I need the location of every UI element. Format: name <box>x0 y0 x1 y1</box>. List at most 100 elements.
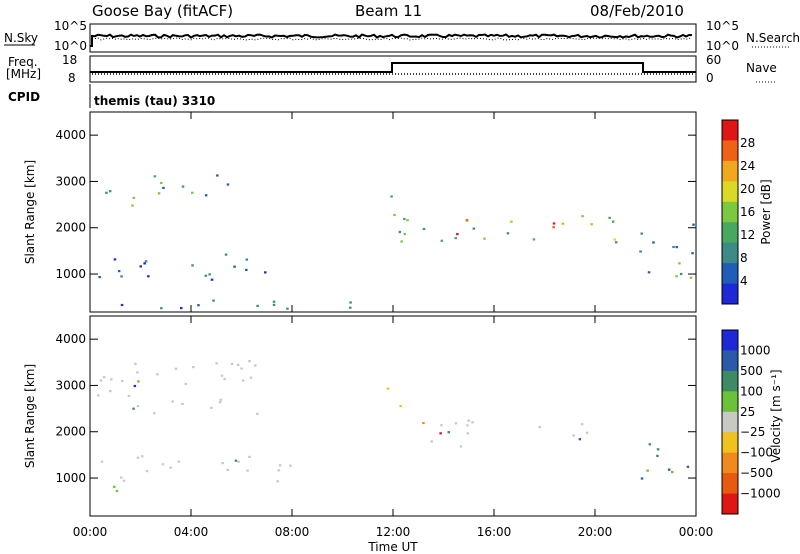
power-cell <box>581 215 584 218</box>
power-cell <box>440 239 444 242</box>
velocity-cell <box>671 471 674 474</box>
velocity-colorbar-segment <box>722 391 738 413</box>
velocity-cell <box>585 431 589 434</box>
velocity-cell <box>184 382 188 385</box>
velocity-cell <box>578 438 582 441</box>
velocity-cell <box>137 380 140 383</box>
power-cell <box>692 223 695 226</box>
power-colorbar-tick: 8 <box>740 251 748 265</box>
velocity-cell <box>122 479 126 482</box>
power-cell <box>180 307 183 310</box>
velocity-colorbar-segment <box>722 370 738 392</box>
velocity-cell <box>141 455 144 458</box>
x-tick-label: 16:00 <box>477 525 512 539</box>
velocity-cell <box>174 367 178 370</box>
power-cell <box>160 181 163 185</box>
velocity-cell <box>177 460 180 463</box>
velocity-cell <box>221 462 224 465</box>
velocity-cell <box>248 360 251 363</box>
power-colorbar-tick: 16 <box>740 205 755 219</box>
power-cell <box>679 272 683 276</box>
power-cell <box>510 220 513 223</box>
velocity-cell <box>119 476 123 479</box>
power-colorbar-tick: 4 <box>740 274 748 288</box>
nave-label: Nave <box>746 61 777 75</box>
power-ytick-label: 4000 <box>55 128 86 142</box>
power-colorbar-segment <box>722 160 738 182</box>
power-cell <box>483 237 486 240</box>
power-cell <box>208 273 211 276</box>
power-colorbar-frame <box>721 119 739 305</box>
velocity-cell <box>430 440 433 443</box>
velocity-cell <box>572 434 575 437</box>
velocity-cell <box>256 412 259 415</box>
x-tick-label: 00:00 <box>679 525 714 539</box>
power-cell <box>406 219 409 222</box>
velocity-cell <box>466 424 469 427</box>
power-cell <box>256 304 259 307</box>
power-cell <box>224 253 228 256</box>
station-title: Goose Bay (fitACF) <box>92 2 233 20</box>
velocity-cell <box>115 489 119 493</box>
power-cell <box>349 301 352 304</box>
velocity-cell <box>136 371 139 374</box>
velocity-cell <box>134 362 137 365</box>
velocity-cell <box>219 398 222 401</box>
x-tick-label: 20:00 <box>578 525 613 539</box>
power-cell <box>147 275 150 278</box>
velocity-cell <box>102 376 106 379</box>
power-cell <box>390 195 393 198</box>
velocity-cell <box>241 379 245 382</box>
power-cell <box>216 174 219 177</box>
noise-left-label: N.Sky <box>4 31 38 45</box>
velocity-cell <box>447 431 450 434</box>
x-tick-label: 08:00 <box>275 525 310 539</box>
power-cell <box>153 175 157 178</box>
velocity-cell <box>277 469 281 472</box>
velocity-colorbar-tick: 500 <box>740 364 763 378</box>
power-ytick-label: 2000 <box>55 221 86 235</box>
power-cell <box>233 265 236 268</box>
velocity-cell <box>181 402 184 405</box>
power-colorbar: 4 8 12 16 20 24 28 <box>721 119 755 305</box>
velocity-cell <box>210 406 213 409</box>
power-cell <box>532 238 536 241</box>
velocity-cell <box>471 421 474 424</box>
power-cell <box>689 276 693 279</box>
power-cell <box>108 190 112 193</box>
velocity-cell <box>218 401 222 404</box>
power-cell <box>264 271 267 274</box>
x-axis-label: Time UT <box>367 540 418 554</box>
power-cell <box>245 268 248 271</box>
freq-tick-top: 18 <box>62 53 77 67</box>
velocity-colorbar-segment <box>722 452 738 474</box>
velocity-colorbar-frame <box>721 329 739 515</box>
power-cell <box>113 258 117 261</box>
power-cell <box>675 275 678 278</box>
power-cell <box>117 270 121 273</box>
velocity-cell <box>580 423 584 426</box>
nave-tick-top: 60 <box>706 53 721 67</box>
velocity-cell <box>648 443 652 446</box>
power-colorbar-segment <box>722 263 738 284</box>
power-cell <box>456 233 459 236</box>
velocity-colorbar-label: Velocity [m s⁻¹] <box>769 369 783 462</box>
velocity-heatmap <box>97 360 690 493</box>
velocity-colorbar-segment <box>722 493 738 515</box>
power-colorbar-segment <box>722 181 738 203</box>
velocity-cell <box>220 374 224 377</box>
power-cell <box>144 260 148 263</box>
power-colorbar-segment <box>722 283 738 305</box>
power-cell <box>191 191 194 194</box>
power-cell <box>403 232 406 236</box>
velocity-colorbar-tick: −100 <box>740 446 773 460</box>
power-cell <box>272 303 276 306</box>
power-cell <box>422 227 426 231</box>
power-cell <box>160 307 163 310</box>
velocity-cell <box>246 469 249 472</box>
power-cell <box>131 204 134 207</box>
velocity-cell <box>538 426 541 429</box>
power-cell <box>212 299 215 302</box>
noise-left-tick-bottom: 10^0 <box>54 39 87 53</box>
power-cell <box>613 238 616 241</box>
